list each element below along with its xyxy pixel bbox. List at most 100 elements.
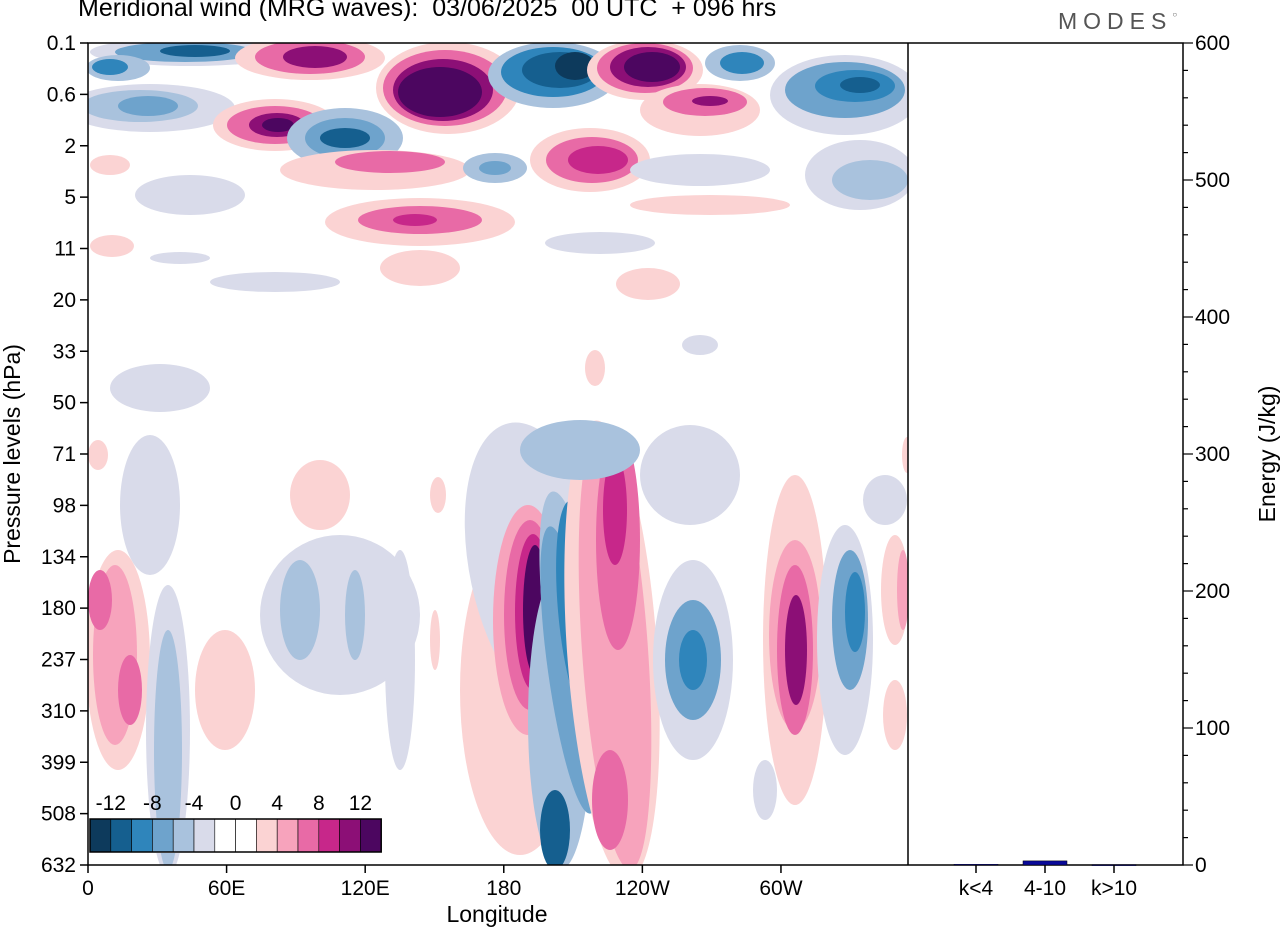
contour-neg xyxy=(110,364,210,412)
contour-neg xyxy=(345,570,365,660)
contour-pos xyxy=(393,214,437,226)
colorbar-swatch xyxy=(89,818,112,853)
energy-category-label: k>10 xyxy=(1091,877,1137,900)
contour-pos xyxy=(624,52,680,82)
contour-pos xyxy=(785,595,807,705)
contour-pos xyxy=(118,655,142,725)
y-tick-label: 50 xyxy=(53,392,76,415)
contour-neg xyxy=(160,45,230,57)
energy-tick-label: 600 xyxy=(1195,32,1230,55)
y-tick-label: 98 xyxy=(53,494,76,517)
contour-neg xyxy=(640,425,740,525)
contour-neg xyxy=(679,630,707,690)
y-axis-label: Pressure levels (hPa) xyxy=(0,344,25,564)
contour-neg xyxy=(479,161,511,175)
contour-pos xyxy=(430,610,440,670)
colorbar-label: -12 xyxy=(96,792,126,815)
contour-pos xyxy=(90,235,134,257)
colorbar-label: 8 xyxy=(313,792,325,815)
x-axis-label: Longitude xyxy=(446,901,547,927)
y-tick-label: 33 xyxy=(53,340,76,363)
colorbar-label: 4 xyxy=(271,792,283,815)
y-tick-label: 310 xyxy=(41,700,76,723)
x-tick-label: 0 xyxy=(82,877,94,900)
y-tick-label: 11 xyxy=(54,238,76,261)
chart-title: Meridional wind (MRG waves): 03/06/2025 … xyxy=(78,0,777,22)
y-tick-label: 237 xyxy=(41,649,76,672)
contour-pos xyxy=(603,455,627,565)
colorbar: -12 -8 -4 0 4 8 12 xyxy=(89,792,383,853)
contour-pos xyxy=(897,550,908,630)
energy-tick-label: 500 xyxy=(1195,169,1230,192)
contour-neg xyxy=(540,790,570,865)
contour-pos xyxy=(88,440,108,470)
contour-neg xyxy=(118,96,178,116)
x-tick-label: 60E xyxy=(208,877,245,900)
colorbar-swatch xyxy=(172,818,195,853)
longitude-axis: 0 60E 120E 180 120W 60W xyxy=(82,865,803,900)
y-tick-label: 180 xyxy=(41,597,76,620)
energy-tick-label: 300 xyxy=(1195,443,1230,466)
contour-pos xyxy=(592,750,628,850)
contour-neg xyxy=(753,760,777,820)
y-tick-label: 134 xyxy=(41,546,76,569)
wind-contour-field xyxy=(88,43,908,865)
energy-categories: k<4 4-10 k>10 xyxy=(959,865,1137,900)
contour-neg xyxy=(385,550,415,770)
colorbar-swatch xyxy=(193,818,216,853)
contour-pos xyxy=(195,630,255,750)
colorbar-swatch xyxy=(110,818,132,853)
modes-logo: MODES○ xyxy=(1058,8,1178,34)
colorbar-swatch xyxy=(318,818,340,853)
x-tick-label: 60W xyxy=(759,877,802,900)
colorbar-label: 0 xyxy=(230,792,242,815)
y-tick-label: 0.1 xyxy=(47,32,76,55)
contour-neg xyxy=(280,560,320,660)
contour-pos xyxy=(568,146,628,174)
contour-pos xyxy=(88,570,112,630)
contour-neg xyxy=(630,154,770,186)
colorbar-swatch xyxy=(360,818,382,853)
y-tick-label: 0.6 xyxy=(47,83,76,106)
mid-level-patches xyxy=(88,335,908,575)
y-tick-label: 508 xyxy=(41,803,76,826)
y-tick-label: 71 xyxy=(53,443,76,466)
contour-neg xyxy=(720,52,764,74)
energy-bar xyxy=(1022,860,1068,866)
contour-neg xyxy=(845,572,865,652)
contour-pos xyxy=(380,250,460,286)
contour-pos xyxy=(398,67,482,117)
contour-neg xyxy=(150,252,210,264)
contour-neg xyxy=(210,272,340,292)
colorbar-swatch xyxy=(276,818,299,853)
colorbar-swatch xyxy=(214,818,236,853)
energy-category-label: 4-10 xyxy=(1024,877,1066,900)
contour-pos xyxy=(692,96,728,106)
contour-pos xyxy=(90,155,130,175)
contour-pos xyxy=(585,350,605,386)
contour-pos xyxy=(630,195,790,215)
contour-neg xyxy=(135,175,245,215)
energy-tick-label: 0 xyxy=(1195,854,1207,877)
pressure-axis: 0.1 0.6 2 5 11 20 33 50 71 98 134 180 237 310 399 508 63… xyxy=(41,32,88,877)
colorbar-label: 12 xyxy=(349,792,372,815)
energy-tick-label: 100 xyxy=(1195,717,1230,740)
contour-neg xyxy=(120,435,180,575)
contour-neg xyxy=(682,335,718,355)
y-tick-label: 20 xyxy=(53,289,76,312)
x-tick-label: 180 xyxy=(486,877,521,900)
y-tick-label: 399 xyxy=(41,751,76,774)
colorbar-swatch xyxy=(256,818,278,853)
contour-pos xyxy=(335,151,445,173)
energy-axis-label: Energy (J/kg) xyxy=(1254,386,1280,523)
upper-pink-band xyxy=(90,43,908,300)
contour-pos xyxy=(616,268,680,300)
contour-neg xyxy=(520,420,640,480)
contour-neg xyxy=(154,630,182,865)
energy-tick-label: 200 xyxy=(1195,580,1230,603)
colorbar-swatch xyxy=(339,818,361,853)
contour-pos xyxy=(290,460,350,530)
colorbar-swatch xyxy=(297,818,320,853)
contour-neg xyxy=(863,475,907,525)
